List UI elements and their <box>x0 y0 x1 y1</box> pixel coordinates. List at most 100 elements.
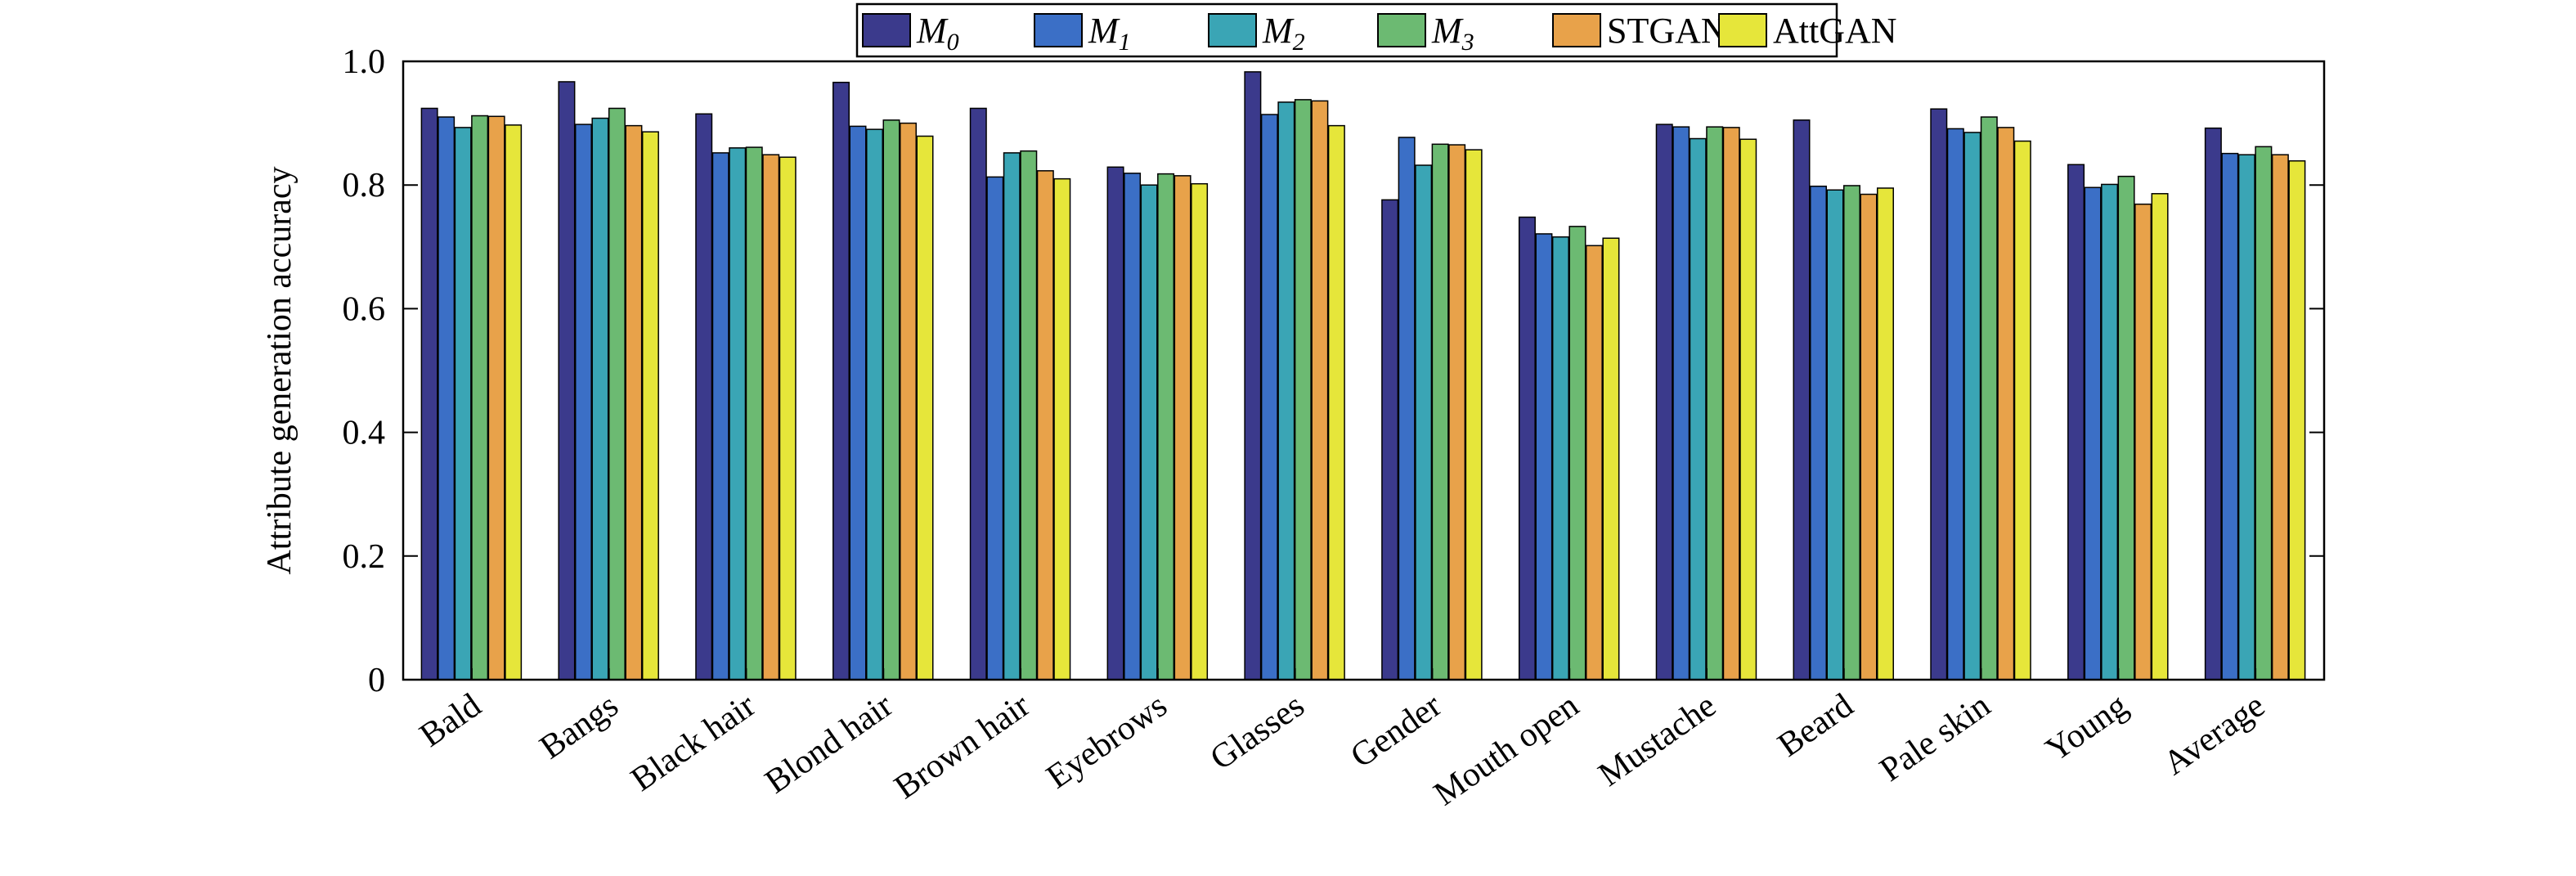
bar-M1-black-hair <box>711 152 729 681</box>
x-tick-label: Pale skin <box>1874 687 1998 789</box>
legend-label-STGAN: STGAN <box>1607 11 1727 51</box>
bar-M2-brown-hair <box>1003 152 1021 681</box>
bar-M1-average <box>2221 152 2239 681</box>
x-tick-label: Blond hair <box>758 687 900 802</box>
y-tick-label: 0 <box>368 662 385 699</box>
bar-AttGAN-blond-hair <box>916 135 934 681</box>
bar-M1-eyebrows <box>1124 173 1142 681</box>
bar-AttGAN-bald <box>505 124 523 681</box>
bar-M2-mouth-open <box>1551 236 1569 681</box>
bar-M0-black-hair <box>695 113 713 681</box>
y-tick-label: 1.0 <box>343 43 386 81</box>
bar-M1-bald <box>438 116 456 681</box>
x-tick-label: Young <box>2039 687 2134 770</box>
bar-AttGAN-glasses <box>1327 124 1345 681</box>
bar-M3-young <box>2117 175 2135 681</box>
legend-swatch-M2 <box>1208 13 1257 47</box>
bar-STGAN-blond-hair <box>900 122 917 681</box>
bar-AttGAN-average <box>2288 159 2306 681</box>
bar-M3-pale-skin <box>1980 116 1998 681</box>
bar-M3-beard <box>1843 185 1860 681</box>
bar-STGAN-bald <box>487 115 505 681</box>
bar-M0-glasses <box>1244 71 1262 681</box>
x-tick-label: Mouth open <box>1427 687 1586 814</box>
bar-AttGAN-brown-hair <box>1053 177 1071 681</box>
bar-M0-eyebrows <box>1106 166 1124 681</box>
bar-M2-pale-skin <box>1963 132 1981 681</box>
bar-M0-blond-hair <box>832 81 850 681</box>
bar-M3-bangs <box>608 107 626 681</box>
x-tick-label: Black hair <box>625 687 763 799</box>
legend: M0 M1 M2 M3 STGAN AttGAN <box>855 2 1897 58</box>
bar-M3-blond-hair <box>882 119 900 681</box>
legend-label-M3: M3 <box>1431 11 1474 56</box>
bar-AttGAN-gender <box>1465 149 1483 681</box>
x-tick-label: Beard <box>1771 687 1860 765</box>
legend-swatch-M0 <box>862 13 911 47</box>
bar-M1-beard <box>1810 185 1827 681</box>
y-tick-label: 0.4 <box>343 415 386 452</box>
y-tick-label: 0.2 <box>343 538 386 576</box>
bar-M1-mustache <box>1672 126 1690 681</box>
bar-M2-glasses <box>1277 101 1295 681</box>
bar-M2-blond-hair <box>866 128 883 681</box>
y-axis-title: Attribute generation accuracy <box>261 166 298 574</box>
bar-M0-bald <box>420 107 438 681</box>
bar-M0-mouth-open <box>1518 216 1536 681</box>
bar-M2-young <box>2101 183 2119 681</box>
bar-AttGAN-eyebrows <box>1191 182 1209 681</box>
bar-STGAN-black-hair <box>762 154 780 681</box>
bar-STGAN-mustache <box>1722 127 1740 681</box>
bar-M3-average <box>2255 146 2273 681</box>
bar-STGAN-mouth-open <box>1585 245 1603 681</box>
legend-label-M2: M2 <box>1262 11 1305 56</box>
bar-M2-beard <box>1826 189 1844 681</box>
bar-STGAN-bangs <box>625 124 643 681</box>
bar-AttGAN-black-hair <box>779 156 797 681</box>
bar-M1-blond-hair <box>849 125 867 681</box>
legend-box <box>855 2 1838 58</box>
bar-M0-pale-skin <box>1930 108 1948 681</box>
bar-STGAN-gender <box>1448 144 1466 681</box>
bar-STGAN-beard <box>1860 193 1878 681</box>
bar-M0-gender <box>1381 199 1399 681</box>
bar-STGAN-eyebrows <box>1174 175 1192 681</box>
bar-M0-brown-hair <box>969 107 987 681</box>
x-tick-label: Bangs <box>533 687 625 767</box>
bar-STGAN-brown-hair <box>1036 170 1054 681</box>
bar-AttGAN-beard <box>1877 187 1894 681</box>
bar-AttGAN-mouth-open <box>1602 237 1620 681</box>
bar-M1-young <box>2084 186 2102 681</box>
x-tick-label: Eyebrows <box>1040 687 1174 797</box>
bar-AttGAN-bangs <box>641 131 659 681</box>
bar-M0-bangs <box>558 81 576 681</box>
bar-M0-average <box>2204 127 2222 681</box>
bar-M3-glasses <box>1294 99 1312 681</box>
bar-M1-bangs <box>574 124 592 681</box>
bar-STGAN-glasses <box>1311 100 1329 681</box>
bar-M1-gender <box>1398 137 1416 681</box>
bar-STGAN-young <box>2134 203 2152 681</box>
legend-swatch-STGAN <box>1552 13 1601 47</box>
bar-M3-mustache <box>1706 126 1724 681</box>
legend-label-M0: M0 <box>916 11 959 56</box>
bar-M0-beard <box>1793 119 1811 681</box>
y-tick-label: 0.6 <box>343 290 386 328</box>
bar-AttGAN-young <box>2151 193 2169 681</box>
bar-M1-pale-skin <box>1946 128 1964 681</box>
bar-M3-gender <box>1431 143 1449 681</box>
legend-swatch-AttGAN <box>1718 13 1767 47</box>
legend-label-M1: M1 <box>1088 11 1131 56</box>
bar-M3-brown-hair <box>1020 150 1038 681</box>
bar-AttGAN-pale-skin <box>2013 140 2031 681</box>
bar-M2-bald <box>454 127 472 681</box>
legend-swatch-M1 <box>1034 13 1083 47</box>
bar-M0-young <box>2067 164 2085 681</box>
y-tick-label: 0.8 <box>343 167 386 204</box>
bars-layer <box>420 71 2306 681</box>
bar-M3-eyebrows <box>1157 173 1175 681</box>
bar-M2-mustache <box>1689 137 1707 681</box>
bar-M1-mouth-open <box>1535 233 1553 681</box>
